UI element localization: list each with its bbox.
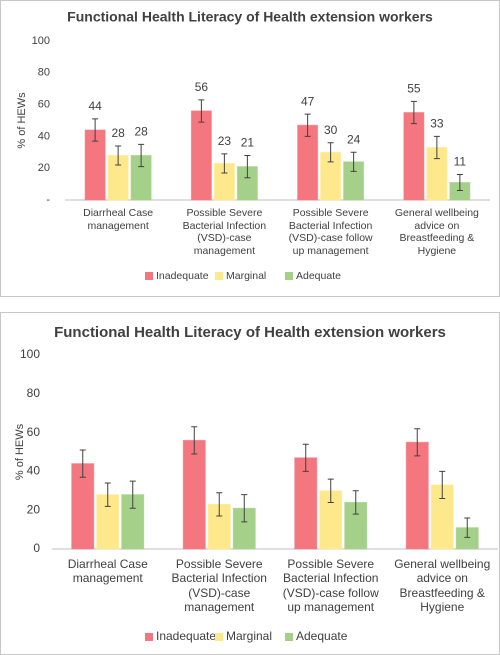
legend-label: Marginal <box>226 270 266 282</box>
error-bar <box>439 470 446 500</box>
x-tick-label: Possible Severe Bacterial Infection (VSD… <box>171 557 267 615</box>
error-bar <box>433 135 440 160</box>
y-tick-label: 60 <box>38 99 50 111</box>
data-label: 21 <box>241 136 255 150</box>
x-tick-label: Possible Severe Bacterial Infection (VSD… <box>282 557 379 615</box>
legend-label: Marginal <box>226 629 272 643</box>
error-bar <box>129 480 136 509</box>
error-bar <box>464 517 471 538</box>
error-bar <box>221 153 228 174</box>
legend-label: Adequate <box>296 629 348 643</box>
error-bar <box>414 428 421 457</box>
error-bar <box>115 145 122 166</box>
legend-label: Adequate <box>296 270 341 282</box>
data-label: 55 <box>407 82 421 96</box>
y-tick-label: 100 <box>20 347 40 361</box>
bar <box>182 439 206 550</box>
legend-swatch <box>285 272 293 280</box>
data-label: 24 <box>347 132 361 146</box>
y-axis-title: % of HEWs <box>16 92 28 149</box>
error-bar <box>456 174 463 191</box>
data-label: 47 <box>301 94 315 108</box>
error-bar <box>244 154 251 179</box>
data-label: 11 <box>454 155 467 169</box>
error-bar <box>79 449 86 478</box>
data-label: 56 <box>195 80 209 94</box>
x-tick-label: Diarrheal Case management <box>67 557 148 586</box>
error-bar <box>216 492 223 517</box>
legend-swatch <box>285 633 293 641</box>
data-label: 28 <box>111 126 125 140</box>
error-bar <box>352 490 359 515</box>
y-tick-label: 80 <box>27 386 41 400</box>
y-tick-label: 0 <box>33 541 40 555</box>
x-tick-label: Possible Severe Bacterial Infection (VSD… <box>288 207 373 257</box>
chart-title: Functional Health Literacy of Health ext… <box>54 324 446 341</box>
legend-swatch <box>215 633 223 641</box>
error-bar <box>198 99 205 123</box>
legend-label: Inadequate <box>156 270 209 282</box>
error-bar <box>191 426 198 455</box>
data-label: 44 <box>88 99 102 113</box>
legend-label: Inadequate <box>156 629 216 643</box>
data-label: 30 <box>324 123 338 137</box>
error-bar <box>410 100 417 125</box>
y-tick-label: 80 <box>38 67 50 79</box>
error-bar <box>138 143 145 168</box>
bar <box>190 110 212 201</box>
y-tick-label: 40 <box>38 130 50 142</box>
data-label: 28 <box>134 125 148 139</box>
error-bar <box>327 142 334 163</box>
legend-swatch <box>215 272 223 280</box>
y-tick-label: 40 <box>27 464 41 478</box>
x-tick-label: Possible Severe Bacterial Infection (VSD… <box>182 207 267 257</box>
y-tick-label: 100 <box>32 35 50 47</box>
bar <box>403 112 425 201</box>
error-bar <box>104 482 111 507</box>
error-bar <box>302 443 309 472</box>
x-tick-label: Diarrheal Case management <box>83 207 154 232</box>
legend-swatch <box>145 272 153 280</box>
error-bar <box>327 478 334 503</box>
data-label: 33 <box>430 117 444 131</box>
y-tick-label: - <box>46 194 50 206</box>
error-bar <box>92 118 99 142</box>
data-label: 23 <box>218 134 232 148</box>
x-tick-label: General wellbeing advice on Breastfeedin… <box>394 207 479 257</box>
x-tick-label: General wellbeing advice on Breastfeedin… <box>394 557 491 615</box>
error-bar <box>241 494 248 523</box>
y-tick-label: 60 <box>27 425 41 439</box>
y-axis-title: % of HEWs <box>14 423 26 480</box>
legend-swatch <box>145 633 153 641</box>
error-bar <box>350 151 357 172</box>
error-bar <box>304 113 311 137</box>
chart-title: Functional Health Literacy of Health ext… <box>67 9 433 25</box>
y-tick-label: 20 <box>38 162 50 174</box>
bar <box>405 441 429 550</box>
y-tick-label: 20 <box>27 502 41 516</box>
